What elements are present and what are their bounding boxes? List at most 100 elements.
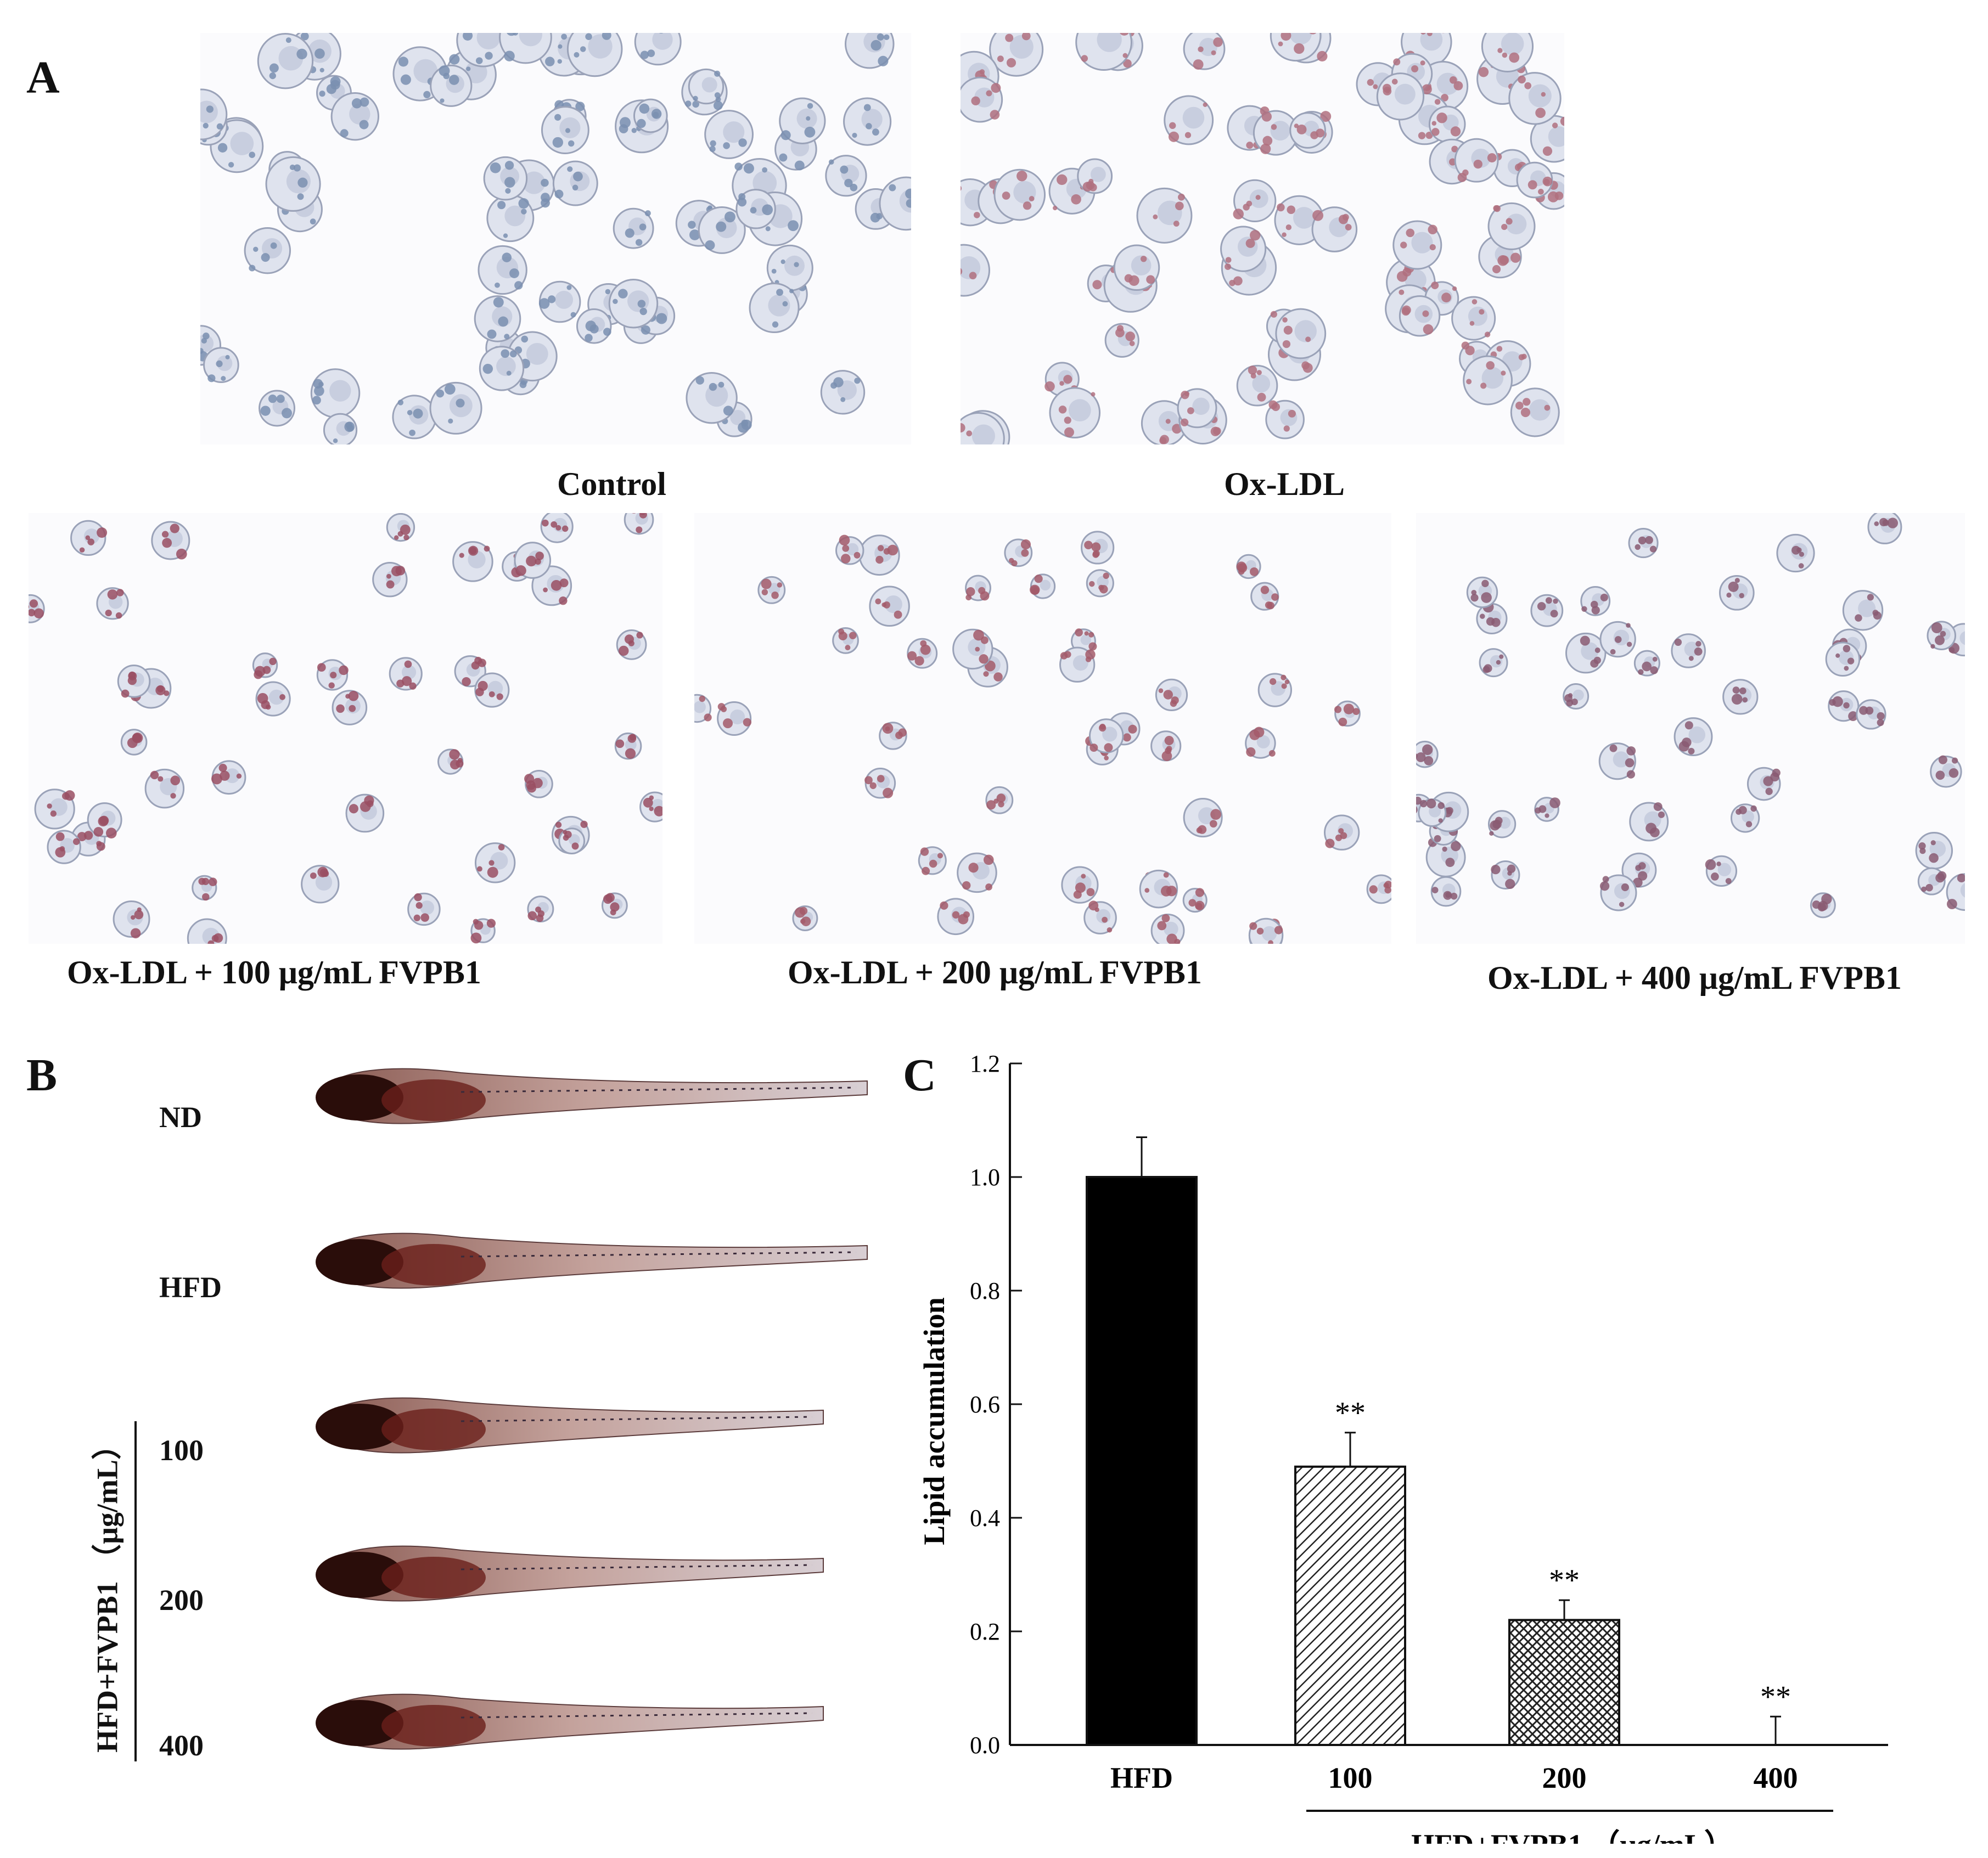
lipid-droplet — [1619, 902, 1625, 907]
lipid-droplet — [449, 54, 460, 65]
lipid-droplet — [396, 679, 405, 688]
lipid-droplet — [293, 164, 301, 172]
lipid-droplet — [966, 430, 973, 437]
lipid-droplet — [1535, 108, 1546, 119]
lipid-droplet — [639, 223, 647, 230]
lipid-droplet — [1626, 641, 1632, 647]
lipid-droplet — [776, 289, 783, 296]
lipid-droplet — [566, 285, 572, 290]
y-tick-label: 1.0 — [970, 1164, 1000, 1191]
significance-marker: ** — [1760, 1680, 1791, 1714]
lipid-droplet — [1282, 317, 1288, 323]
lipid-droplet — [1798, 563, 1804, 569]
lipid-droplet — [236, 773, 242, 779]
lipid-droplet — [409, 682, 417, 690]
lipid-droplet — [261, 700, 270, 710]
lipid-droplet — [920, 644, 931, 655]
lipid-droplet — [262, 666, 271, 674]
fish-head — [316, 1074, 403, 1121]
lipid-droplet — [643, 797, 653, 808]
lipid-droplet — [998, 801, 1004, 808]
label-ox-ldl-400: Ox-LDL + 400 μg/mL FVPB1 — [1487, 960, 1902, 996]
lipid-droplet — [1210, 426, 1220, 437]
lipid-droplet — [887, 544, 898, 556]
lipid-droplet — [1930, 840, 1936, 846]
lipid-droplet — [1938, 755, 1947, 764]
lipid-droplet — [1484, 331, 1491, 337]
cell-nucleus — [1528, 84, 1552, 108]
lipid-droplet — [1396, 271, 1408, 282]
lipid-droplet — [400, 74, 411, 85]
lipid-droplet — [1688, 656, 1694, 661]
lipid-droplet — [1084, 631, 1089, 636]
lipid-droplet — [394, 535, 399, 540]
lipid-droplet — [1277, 203, 1285, 212]
lipid-droplet — [1610, 649, 1616, 655]
lipid-droplet — [261, 253, 270, 262]
lipid-droplet — [1602, 876, 1609, 883]
lipid-droplet — [839, 534, 850, 546]
label-ox-ldl: Ox-LDL — [1224, 466, 1345, 502]
lipid-droplet — [269, 63, 279, 73]
lipid-droplet — [1172, 424, 1182, 434]
lipid-droplet — [1497, 48, 1503, 53]
lipid-droplet — [253, 246, 259, 252]
fish-label-100: 100 — [159, 1434, 204, 1467]
lipid-droplet — [1211, 50, 1216, 55]
lipid-droplet — [1250, 230, 1261, 241]
lipid-droplet — [1225, 257, 1232, 263]
lipid-droplet — [249, 151, 255, 159]
lipid-droplet — [777, 582, 783, 588]
lipid-droplet — [782, 301, 788, 307]
lipid-droplet — [842, 544, 850, 552]
lipid-droplet — [1283, 425, 1290, 432]
lipid-droplet — [840, 397, 846, 402]
lipid-droplet — [1367, 78, 1374, 86]
x-tick-label: 400 — [1754, 1761, 1798, 1794]
lipid-droplet — [55, 832, 65, 841]
lipid-droplet — [636, 632, 643, 639]
lipid-droplet — [297, 193, 304, 200]
lipid-droplet — [653, 111, 659, 118]
lipid-droplet — [203, 332, 210, 340]
lipid-droplet — [619, 117, 631, 128]
lipid-droplet — [603, 894, 613, 904]
lipid-droplet — [1543, 179, 1550, 185]
lipid-droplet — [705, 240, 715, 250]
lipid-droplet — [409, 429, 415, 436]
lipid-droplet — [1009, 558, 1014, 564]
lipid-droplet — [1098, 584, 1104, 590]
lipid-droplet — [216, 360, 223, 368]
lipid-droplet — [713, 100, 723, 110]
lipid-droplet — [1497, 255, 1508, 266]
lipid-droplet — [710, 140, 716, 147]
lipid-droplet — [1678, 741, 1689, 752]
micrograph-ox-ldl-100 — [29, 513, 662, 944]
lipid-droplet — [1486, 617, 1495, 626]
lipid-droplet — [906, 199, 911, 208]
lipid-droplet — [1209, 820, 1217, 828]
lipid-droplet — [1518, 354, 1525, 361]
micrograph-control — [200, 33, 911, 444]
lipid-droplet — [1021, 549, 1029, 557]
cell-nucleus — [413, 59, 438, 83]
cell-nucleus — [652, 33, 673, 50]
lipid-droplet — [217, 143, 228, 153]
lipid-droplet — [575, 102, 585, 111]
lipid-droplet — [1442, 846, 1447, 852]
lipid-droplet — [585, 334, 593, 342]
cell-nucleus — [230, 132, 254, 155]
lipid-droplet — [968, 863, 979, 873]
lipid-droplet — [348, 691, 359, 701]
lipid-droplet — [498, 316, 509, 327]
bar-200 — [1508, 1619, 1620, 1747]
lipid-droplet — [443, 72, 450, 80]
lipid-droplet — [1571, 699, 1578, 706]
lipid-droplet — [641, 325, 650, 335]
lipid-droplet — [1309, 33, 1317, 35]
lipid-droplet — [1317, 50, 1328, 62]
lipid-droplet — [456, 759, 464, 768]
lipid-droplet — [116, 589, 124, 596]
y-tick-label: 0.6 — [970, 1391, 1000, 1418]
lipid-droplet — [715, 97, 721, 103]
